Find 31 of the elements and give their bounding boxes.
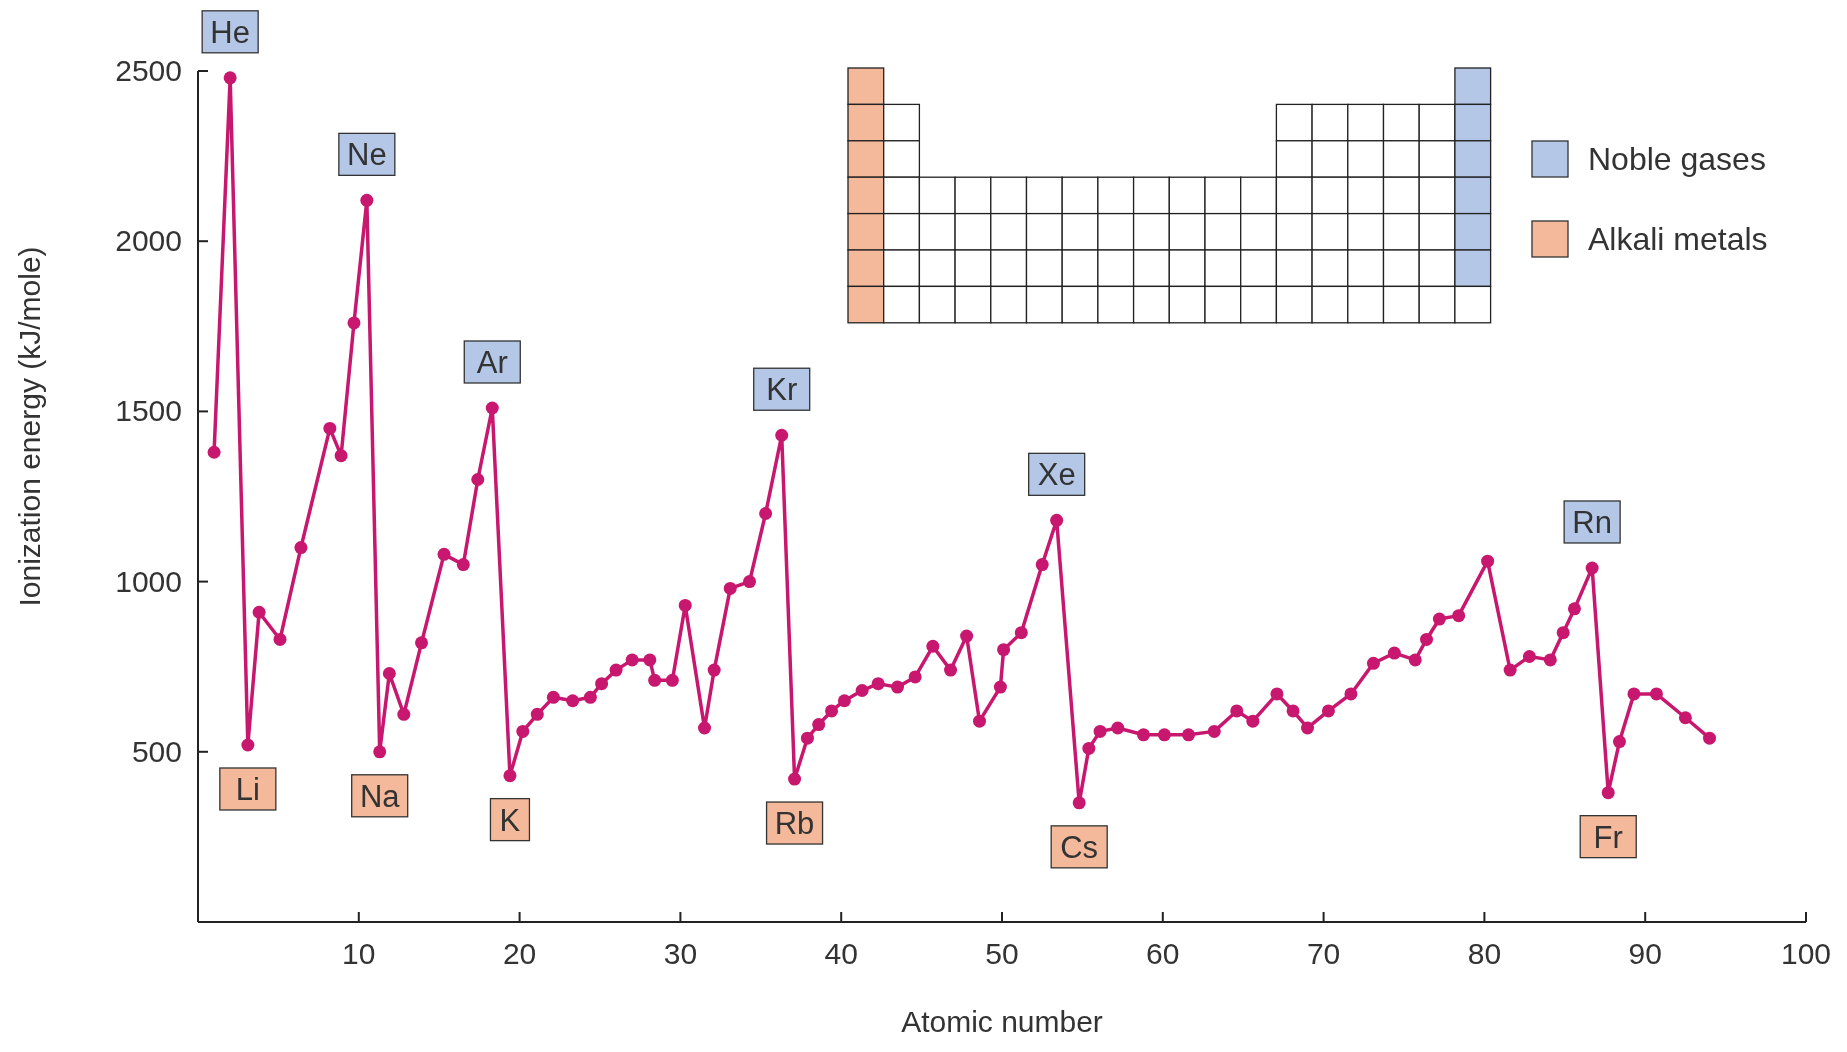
x-tick-label: 40 [824, 937, 858, 970]
x-axis-title: Atomic number [901, 1005, 1103, 1038]
annotation: He [210, 14, 250, 50]
annotation: Rb [774, 806, 815, 842]
annotation: Xe [1037, 457, 1076, 493]
annotation: Cs [1060, 829, 1099, 865]
y-tick-label: 1000 [115, 564, 182, 598]
y-tick-label: 500 [131, 734, 182, 768]
annotation: Na [359, 778, 401, 814]
annotation: Kr [766, 372, 798, 408]
x-tick-label: 60 [1146, 937, 1180, 970]
annotation: Li [235, 771, 260, 807]
y-tick-label: 1500 [115, 394, 182, 428]
annotation: Alkali metals [1588, 221, 1768, 257]
x-tick-label: 10 [342, 937, 376, 970]
x-tick-label: 90 [1628, 937, 1662, 970]
y-tick-label: 2000 [115, 224, 182, 258]
annotation: Fr [1593, 819, 1623, 855]
y-axis-title: Ionization energy (kJ/mole) [13, 246, 46, 607]
x-tick-label: 80 [1467, 937, 1502, 970]
annotation: K [499, 802, 521, 838]
annotation: Noble gases [1588, 141, 1766, 177]
annotation: Rn [1572, 504, 1612, 540]
x-tick-label: 100 [1780, 937, 1832, 970]
x-tick-label: 70 [1306, 937, 1341, 970]
y-tick-label: 2500 [115, 54, 182, 87]
x-tick-label: 50 [985, 937, 1019, 970]
x-tick-label: 30 [663, 937, 698, 970]
annotation: Ar [476, 345, 508, 380]
annotation: Ne [347, 137, 387, 173]
x-tick-label: 20 [502, 937, 537, 970]
